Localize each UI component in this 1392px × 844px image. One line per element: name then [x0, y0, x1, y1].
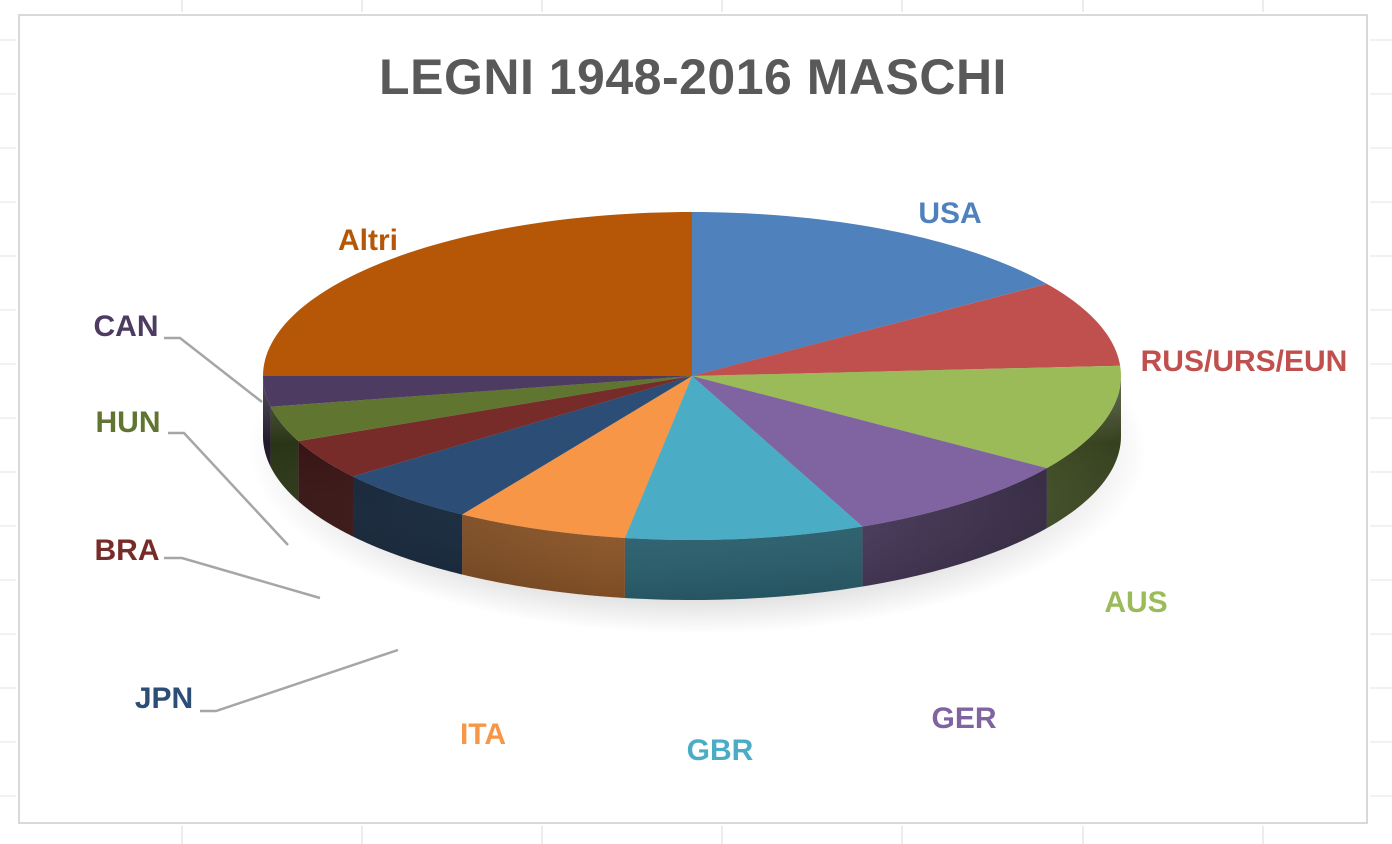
slice-jpn[interactable]: [353, 376, 692, 515]
slice-usa[interactable]: [692, 212, 1047, 376]
slice-altri[interactable]: [263, 212, 692, 376]
label-aus: AUS: [1104, 586, 1167, 619]
label-usa: USA: [918, 197, 981, 230]
pie-sides: [263, 376, 1121, 600]
label-jpn: JPN: [135, 682, 193, 715]
slice-ger[interactable]: [692, 376, 1047, 527]
leader-line-jpn: [200, 648, 399, 713]
pie-top: [263, 212, 1121, 540]
leader-line-hun: [168, 431, 289, 546]
pie-side-shading: [263, 376, 1121, 600]
label-ita: ITA: [460, 718, 506, 751]
slice-ita[interactable]: [462, 376, 692, 538]
slice-labels: USA RUS/URS/EUN AUS GER GBR ITA JPN BRA HUN CAN Al…: [94, 197, 1348, 767]
chart-title: LEGNI 1948-2016 MASCHI: [379, 49, 1007, 105]
label-can: CAN: [94, 310, 159, 343]
leader-lines: [164, 336, 399, 713]
leader-line-can: [164, 336, 263, 403]
slice-hun[interactable]: [270, 376, 692, 442]
slice-aus[interactable]: [692, 365, 1121, 469]
label-altri: Altri: [338, 224, 398, 257]
slice-gbr[interactable]: [624, 376, 863, 540]
label-rus-urs-eun: RUS/URS/EUN: [1141, 345, 1348, 378]
slice-can[interactable]: [263, 376, 692, 407]
label-gbr: GBR: [687, 734, 754, 767]
slice-bra[interactable]: [298, 376, 692, 477]
label-ger: GER: [931, 702, 996, 735]
leader-line-bra: [164, 556, 321, 600]
slice-rus-urs-eun[interactable]: [692, 283, 1121, 376]
label-bra: BRA: [95, 534, 160, 567]
label-hun: HUN: [96, 406, 161, 439]
